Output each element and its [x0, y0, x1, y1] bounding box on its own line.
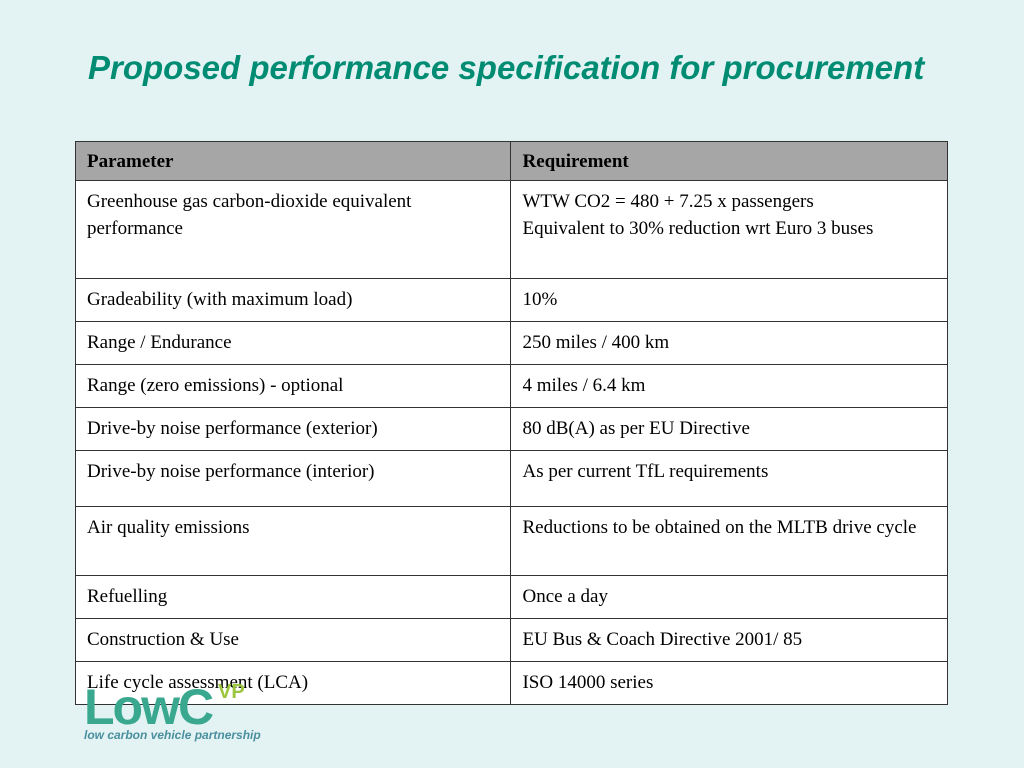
parameter-cell: Drive-by noise performance (interior) — [74, 450, 512, 507]
logo-wordmark: LowC — [84, 679, 214, 735]
logo-tagline: low carbon vehicle partnership — [84, 728, 261, 742]
requirement-cell: As per current TfL requirements — [510, 450, 948, 507]
logo-superscript: VP — [218, 681, 245, 703]
requirement-line: Equivalent to 30% reduction wrt Euro 3 b… — [522, 218, 874, 239]
table-row: Range / Endurance 250 miles / 400 km — [74, 321, 948, 365]
parameter-cell: Range / Endurance — [74, 321, 512, 365]
parameter-cell: Gradeability (with maximum load) — [74, 278, 512, 322]
parameter-cell: Greenhouse gas carbon-dioxide equivalent… — [74, 180, 512, 279]
column-header-requirement: Requirement — [510, 141, 948, 181]
requirement-cell: 4 miles / 6.4 km — [510, 364, 948, 408]
parameter-cell: Drive-by noise performance (exterior) — [74, 407, 512, 451]
table-row: Range (zero emissions) - optional 4 mile… — [74, 364, 948, 408]
table-row: Air quality emissions Reductions to be o… — [74, 506, 948, 576]
requirement-cell: 80 dB(A) as per EU Directive — [510, 407, 948, 451]
table-row: Greenhouse gas carbon-dioxide equivalent… — [74, 180, 948, 279]
column-header-parameter: Parameter — [74, 141, 512, 181]
requirement-cell: Once a day — [510, 575, 948, 619]
parameter-cell: Range (zero emissions) - optional — [74, 364, 512, 408]
requirement-cell: Reductions to be obtained on the MLTB dr… — [510, 506, 948, 576]
parameter-cell: Construction & Use — [74, 618, 512, 662]
table-row: Drive-by noise performance (exterior) 80… — [74, 407, 948, 451]
requirement-cell: ISO 14000 series — [510, 661, 948, 705]
table-row: Refuelling Once a day — [74, 575, 948, 619]
parameter-cell: Life cycle assessment (LCA) — [74, 661, 512, 705]
table-row: Construction & Use EU Bus & Coach Direct… — [74, 618, 948, 662]
requirement-line: WTW CO2 = 480 + 7.25 x passengers — [522, 191, 814, 212]
specification-table: Parameter Requirement Greenhouse gas car… — [74, 141, 948, 705]
table-row: Drive-by noise performance (interior) As… — [74, 450, 948, 507]
requirement-cell: 250 miles / 400 km — [510, 321, 948, 365]
slide-title: Proposed performance specification for p… — [88, 49, 925, 86]
requirement-cell: WTW CO2 = 480 + 7.25 x passengers Equiva… — [510, 180, 948, 279]
lowcvp-logo: LowC VP low carbon vehicle partnership — [84, 682, 304, 744]
parameter-cell: Refuelling — [74, 575, 512, 619]
table-header-row: Parameter Requirement — [74, 141, 948, 181]
requirement-cell: 10% — [510, 278, 948, 322]
table-row: Life cycle assessment (LCA) ISO 14000 se… — [74, 661, 948, 705]
parameter-cell: Air quality emissions — [74, 506, 512, 576]
requirement-cell: EU Bus & Coach Directive 2001/ 85 — [510, 618, 948, 662]
table-row: Gradeability (with maximum load) 10% — [74, 278, 948, 322]
